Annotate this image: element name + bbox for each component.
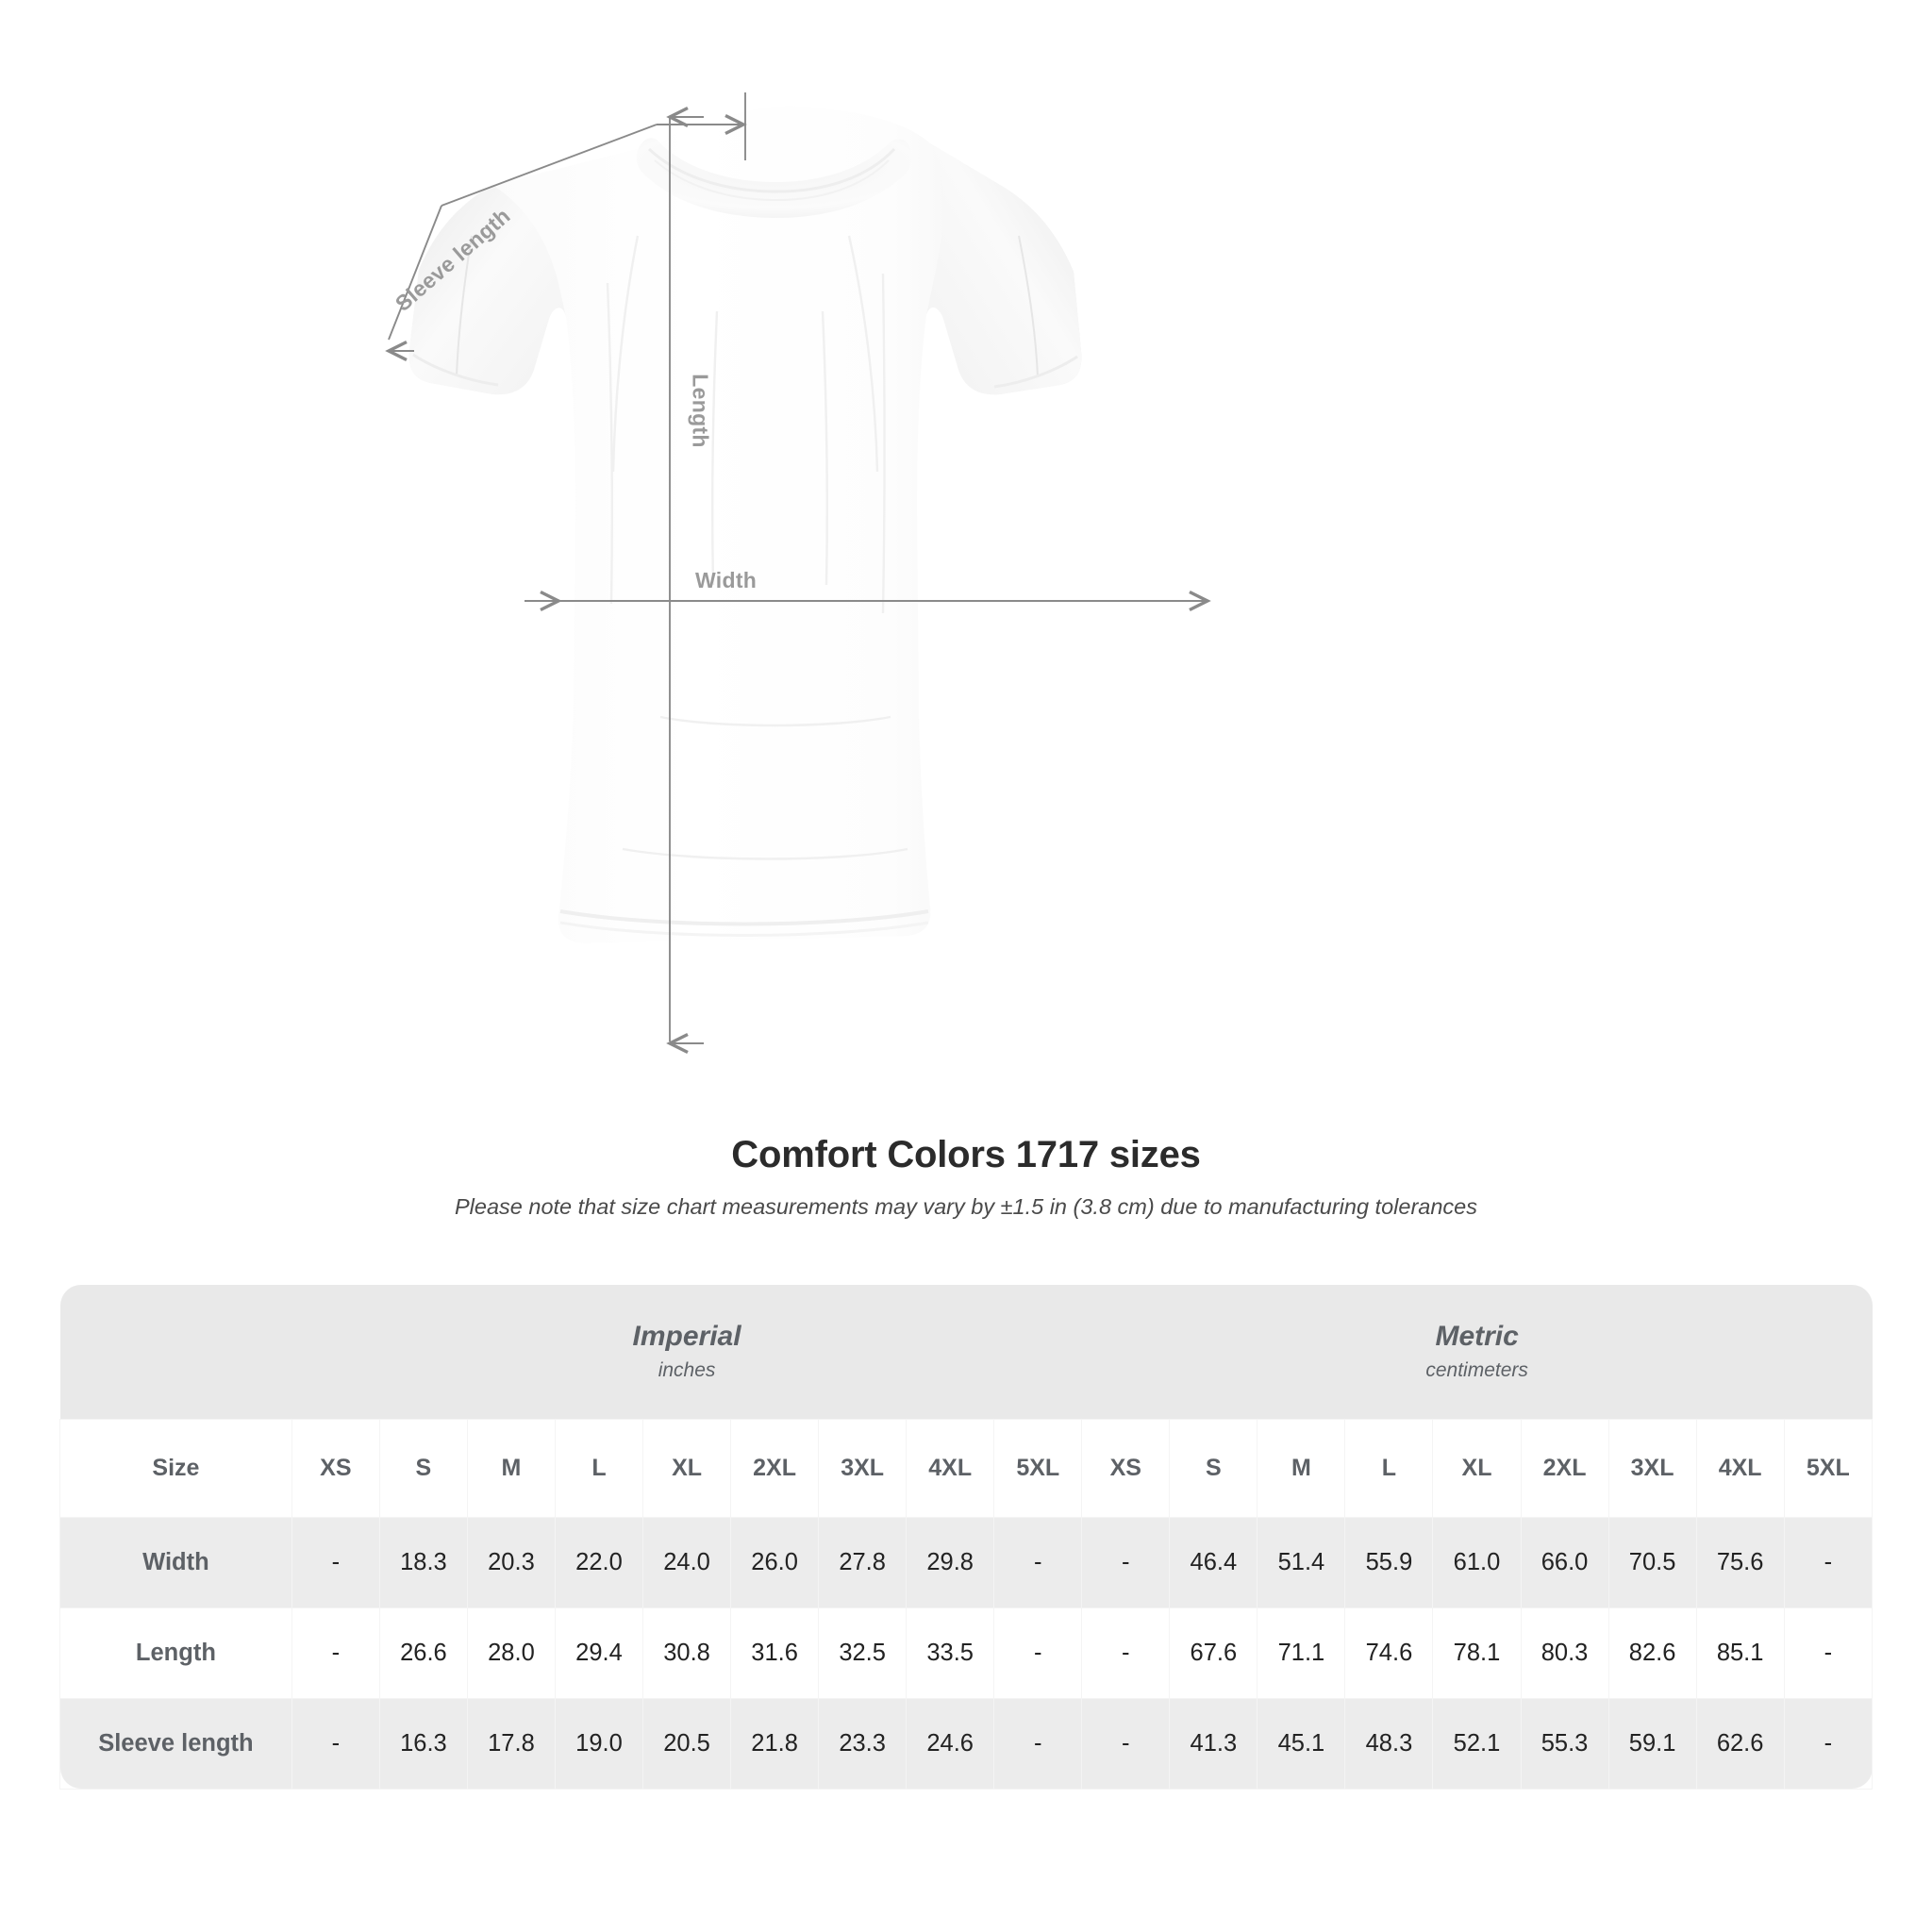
page-title: Comfort Colors 1717 sizes (731, 1134, 1201, 1175)
cell-sleeve-metric-5xl: - (1783, 1697, 1874, 1790)
cell-width-imperial-4xl: 29.8 (906, 1516, 995, 1608)
table-row: Width - 18.3 20.3 22.0 24.0 26.0 27.8 29… (59, 1516, 1874, 1608)
cell-length-metric-l: 74.6 (1344, 1607, 1434, 1699)
cell-sleeve-metric-3xl: 59.1 (1607, 1697, 1697, 1790)
cell-length-imperial-2xl: 31.6 (730, 1607, 820, 1699)
unit-header-spacer (59, 1285, 292, 1419)
cell-sleeve-metric-l: 48.3 (1344, 1697, 1434, 1790)
cell-width-imperial-3xl: 27.8 (818, 1516, 908, 1608)
tshirt-illustration (385, 92, 1211, 1055)
col-header-imperial-l: L (554, 1418, 644, 1518)
cell-length-metric-5xl: - (1783, 1607, 1874, 1699)
col-header-metric-4xl: 4XL (1695, 1418, 1785, 1518)
width-dimension-label: Width (695, 568, 758, 592)
cell-length-metric-xs: - (1081, 1607, 1171, 1699)
col-header-metric-l: L (1344, 1418, 1434, 1518)
cell-width-metric-4xl: 75.6 (1695, 1516, 1785, 1608)
cell-width-metric-xs: - (1081, 1516, 1171, 1608)
cell-sleeve-imperial-4xl: 24.6 (906, 1697, 995, 1790)
cell-width-imperial-m: 20.3 (466, 1516, 556, 1608)
cell-length-imperial-s: 26.6 (378, 1607, 468, 1699)
col-header-metric-s: S (1169, 1418, 1258, 1518)
table-row: Length - 26.6 28.0 29.4 30.8 31.6 32.5 3… (59, 1607, 1874, 1699)
cell-sleeve-imperial-l: 19.0 (554, 1697, 644, 1790)
cell-sleeve-metric-xl: 52.1 (1432, 1697, 1522, 1790)
col-header-imperial-3xl: 3XL (818, 1418, 908, 1518)
cell-length-metric-3xl: 82.6 (1607, 1607, 1697, 1699)
cell-sleeve-imperial-5xl: - (993, 1697, 1083, 1790)
cell-width-imperial-xs: - (291, 1516, 380, 1608)
cell-sleeve-imperial-3xl: 23.3 (818, 1697, 908, 1790)
size-chart-table: Imperial inches Metric centimeters Size … (59, 1285, 1874, 1790)
col-header-imperial-s: S (378, 1418, 468, 1518)
cell-sleeve-imperial-xl: 20.5 (642, 1697, 732, 1790)
garment-diagram: Sleeve length Length Width (385, 92, 1211, 1055)
row-label-width: Width (59, 1516, 292, 1608)
cell-sleeve-metric-xs: - (1081, 1697, 1171, 1790)
cell-sleeve-metric-s: 41.3 (1169, 1697, 1258, 1790)
col-header-imperial-5xl: 5XL (993, 1418, 1083, 1518)
cell-width-imperial-l: 22.0 (554, 1516, 644, 1608)
cell-width-metric-m: 51.4 (1257, 1516, 1346, 1608)
unit-group-metric-sub: centimeters (1425, 1359, 1528, 1382)
col-header-metric-2xl: 2XL (1520, 1418, 1609, 1518)
col-header-metric-xl: XL (1432, 1418, 1522, 1518)
cell-length-imperial-3xl: 32.5 (818, 1607, 908, 1699)
unit-group-header-row: Imperial inches Metric centimeters (59, 1285, 1873, 1419)
size-header-row: Size XS S M L XL 2XL 3XL 4XL 5XL XS S M … (59, 1418, 1874, 1518)
table-row: Sleeve length - 16.3 17.8 19.0 20.5 21.8… (59, 1697, 1874, 1790)
cell-width-imperial-5xl: - (993, 1516, 1083, 1608)
cell-length-metric-m: 71.1 (1257, 1607, 1346, 1699)
cell-length-imperial-5xl: - (993, 1607, 1083, 1699)
cell-width-metric-2xl: 66.0 (1520, 1516, 1609, 1608)
cell-sleeve-metric-2xl: 55.3 (1520, 1697, 1609, 1790)
col-header-metric-5xl: 5XL (1783, 1418, 1874, 1518)
col-header-metric-xs: XS (1081, 1418, 1171, 1518)
row-label-length: Length (59, 1607, 292, 1699)
size-header-label: Size (59, 1418, 292, 1518)
unit-group-imperial: Imperial inches (291, 1285, 1082, 1419)
unit-group-imperial-sub: inches (658, 1359, 716, 1382)
cell-length-imperial-xl: 30.8 (642, 1607, 732, 1699)
col-header-imperial-m: M (466, 1418, 556, 1518)
col-header-imperial-xs: XS (291, 1418, 380, 1518)
cell-length-imperial-xs: - (291, 1607, 380, 1699)
cell-sleeve-metric-m: 45.1 (1257, 1697, 1346, 1790)
row-label-sleeve-length: Sleeve length (59, 1697, 292, 1790)
tolerance-note: Please note that size chart measurements… (455, 1194, 1477, 1219)
unit-group-imperial-name: Imperial (632, 1320, 741, 1352)
cell-width-imperial-2xl: 26.0 (730, 1516, 820, 1608)
cell-width-metric-xl: 61.0 (1432, 1516, 1522, 1608)
cell-width-imperial-s: 18.3 (378, 1516, 468, 1608)
unit-group-metric-name: Metric (1435, 1320, 1519, 1352)
cell-width-metric-3xl: 70.5 (1607, 1516, 1697, 1608)
cell-sleeve-imperial-m: 17.8 (466, 1697, 556, 1790)
col-header-metric-m: M (1257, 1418, 1346, 1518)
chart-title-block: Comfort Colors 1717 sizes Please note th… (0, 1132, 1932, 1222)
size-table-container: Imperial inches Metric centimeters Size … (59, 1285, 1874, 1790)
cell-sleeve-imperial-2xl: 21.8 (730, 1697, 820, 1790)
cell-width-metric-s: 46.4 (1169, 1516, 1258, 1608)
cell-length-metric-s: 67.6 (1169, 1607, 1258, 1699)
length-dimension-label: Length (688, 374, 713, 448)
cell-length-imperial-m: 28.0 (466, 1607, 556, 1699)
cell-length-imperial-l: 29.4 (554, 1607, 644, 1699)
cell-sleeve-imperial-s: 16.3 (378, 1697, 468, 1790)
cell-width-metric-l: 55.9 (1344, 1516, 1434, 1608)
cell-sleeve-imperial-xs: - (291, 1697, 380, 1790)
cell-length-imperial-4xl: 33.5 (906, 1607, 995, 1699)
cell-sleeve-metric-4xl: 62.6 (1695, 1697, 1785, 1790)
cell-width-metric-5xl: - (1783, 1516, 1874, 1608)
cell-length-metric-xl: 78.1 (1432, 1607, 1522, 1699)
cell-length-metric-4xl: 85.1 (1695, 1607, 1785, 1699)
unit-group-metric: Metric centimeters (1081, 1285, 1873, 1419)
col-header-imperial-2xl: 2XL (730, 1418, 820, 1518)
cell-length-metric-2xl: 80.3 (1520, 1607, 1609, 1699)
cell-width-imperial-xl: 24.0 (642, 1516, 732, 1608)
col-header-metric-3xl: 3XL (1607, 1418, 1697, 1518)
col-header-imperial-xl: XL (642, 1418, 732, 1518)
col-header-imperial-4xl: 4XL (906, 1418, 995, 1518)
